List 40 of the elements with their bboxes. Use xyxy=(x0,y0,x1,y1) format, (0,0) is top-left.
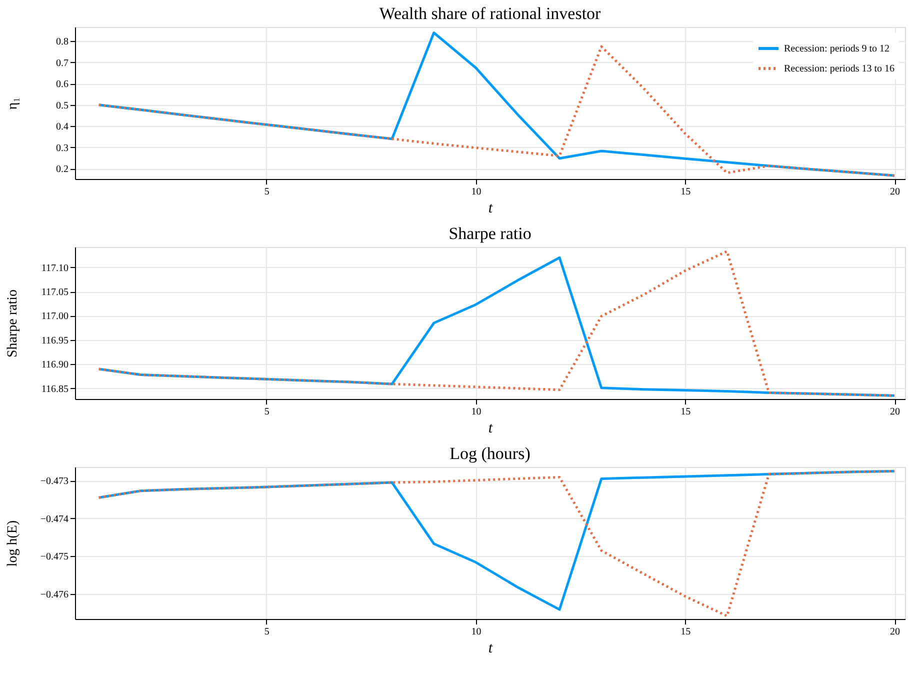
y-axis-title: Sharpe ratio xyxy=(6,289,20,358)
x-axis-title: t xyxy=(488,200,494,216)
x-tick-label: 15 xyxy=(680,406,691,418)
x-tick-label: 20 xyxy=(890,626,900,638)
y-tick-label: 0.5 xyxy=(56,100,68,112)
y-tick-label: −0.475 xyxy=(40,552,68,563)
x-axis-title: t xyxy=(488,420,494,436)
x-tick-label: 10 xyxy=(471,626,482,638)
x-axis-title: t xyxy=(488,640,494,656)
y-tick-label: −0.473 xyxy=(40,476,68,488)
y-axis-title: η₁ xyxy=(6,97,20,110)
y-tick-label: 116.90 xyxy=(41,360,68,371)
x-tick-label: 20 xyxy=(890,406,900,418)
y-tick-label: 117.10 xyxy=(41,262,68,274)
x-tick-label: 5 xyxy=(264,626,270,638)
y-tick-label: 117.00 xyxy=(41,311,68,322)
y-tick-label: 117.05 xyxy=(41,287,68,298)
x-tick-label: 20 xyxy=(890,186,900,198)
x-tick-label: 15 xyxy=(680,186,691,198)
y-tick-label: 116.85 xyxy=(41,384,68,395)
y-tick-label: 0.8 xyxy=(56,36,68,48)
chart-title: Wealth share of rational investor xyxy=(379,4,602,23)
legend-label: Recession: periods 9 to 12 xyxy=(784,44,890,54)
y-tick-label: 0.7 xyxy=(56,58,68,69)
y-tick-label: 0.6 xyxy=(56,79,68,90)
x-tick-label: 5 xyxy=(264,186,270,198)
y-axis-title: log h(E) xyxy=(6,520,20,567)
chart-title: Log (hours) xyxy=(450,444,530,463)
x-tick-label: 15 xyxy=(680,626,691,638)
y-tick-label: −0.474 xyxy=(40,514,68,525)
x-tick-label: 5 xyxy=(264,406,270,418)
chart-title: Sharpe ratio xyxy=(448,224,532,243)
y-tick-label: 0.2 xyxy=(56,164,68,176)
legend-label: Recession: periods 13 to 16 xyxy=(784,64,895,74)
y-tick-label: 0.4 xyxy=(56,122,68,133)
x-tick-label: 10 xyxy=(471,406,482,418)
y-tick-label: 116.95 xyxy=(41,335,68,346)
x-tick-label: 10 xyxy=(471,186,482,198)
y-tick-label: −0.476 xyxy=(40,590,68,601)
y-tick-label: 0.3 xyxy=(56,142,68,154)
